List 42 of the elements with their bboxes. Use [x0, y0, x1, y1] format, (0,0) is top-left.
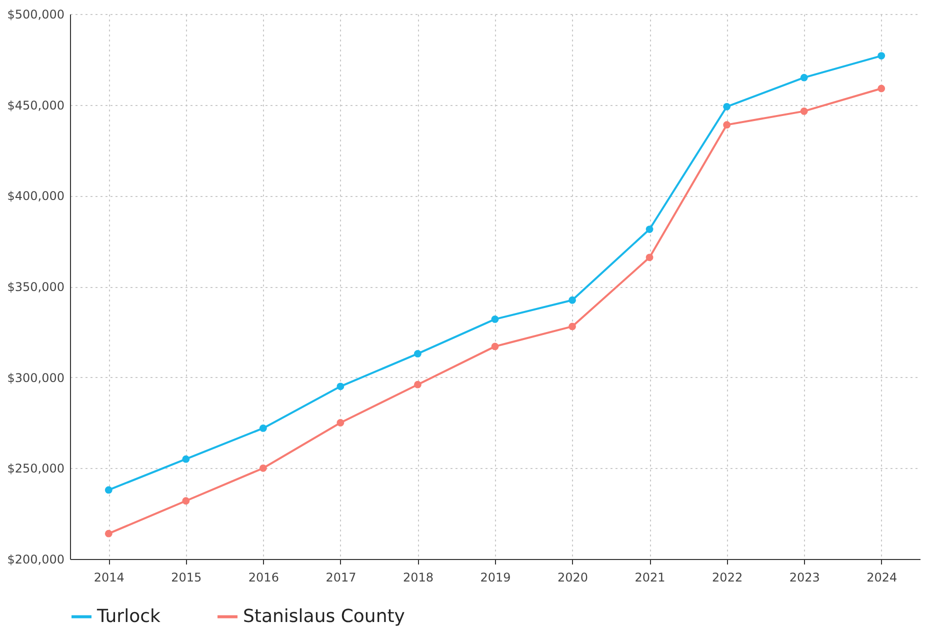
y-tick-label: $250,000	[7, 462, 64, 476]
point	[259, 464, 267, 472]
legend-label: Stanislaus County	[243, 606, 406, 627]
x-tick-label: 2014	[94, 570, 124, 584]
x-tick-label: 2016	[248, 570, 279, 584]
x-tick-label: 2022	[712, 570, 743, 584]
point	[336, 419, 344, 426]
point	[491, 342, 499, 350]
point	[646, 226, 654, 233]
point	[104, 530, 112, 538]
point	[878, 84, 886, 92]
point	[414, 380, 422, 388]
point	[491, 316, 499, 323]
point	[568, 322, 576, 330]
x-tick-label: 2021	[634, 570, 666, 584]
point	[259, 424, 267, 432]
x-tick-label: 2017	[326, 570, 356, 584]
y-tick-label: $300,000	[7, 370, 64, 385]
x-tick-label: 2023	[789, 570, 820, 584]
x-tick-label: 2018	[402, 570, 434, 584]
y-tick-label: $350,000	[7, 280, 64, 294]
x-tick-label: 2015	[171, 570, 202, 584]
point	[568, 296, 576, 304]
point	[182, 497, 190, 505]
legend-label: Turlock	[96, 606, 161, 627]
point	[800, 107, 808, 115]
y-tick-label: $500,000	[7, 8, 64, 22]
x-tick-label: 2020	[558, 570, 588, 584]
y-tick-label: $400,000	[7, 189, 64, 204]
point	[336, 382, 344, 390]
y-tick-label: $450,000	[7, 98, 64, 112]
point	[723, 102, 731, 110]
point	[182, 455, 190, 463]
x-tick-label: 2019	[480, 570, 511, 584]
point	[104, 486, 112, 494]
point	[800, 74, 808, 82]
point	[878, 52, 886, 60]
x-tick-label: 2024	[866, 570, 898, 584]
point	[646, 254, 654, 262]
point	[414, 350, 422, 358]
point	[723, 121, 731, 129]
y-tick-label: $200,000	[7, 552, 64, 566]
